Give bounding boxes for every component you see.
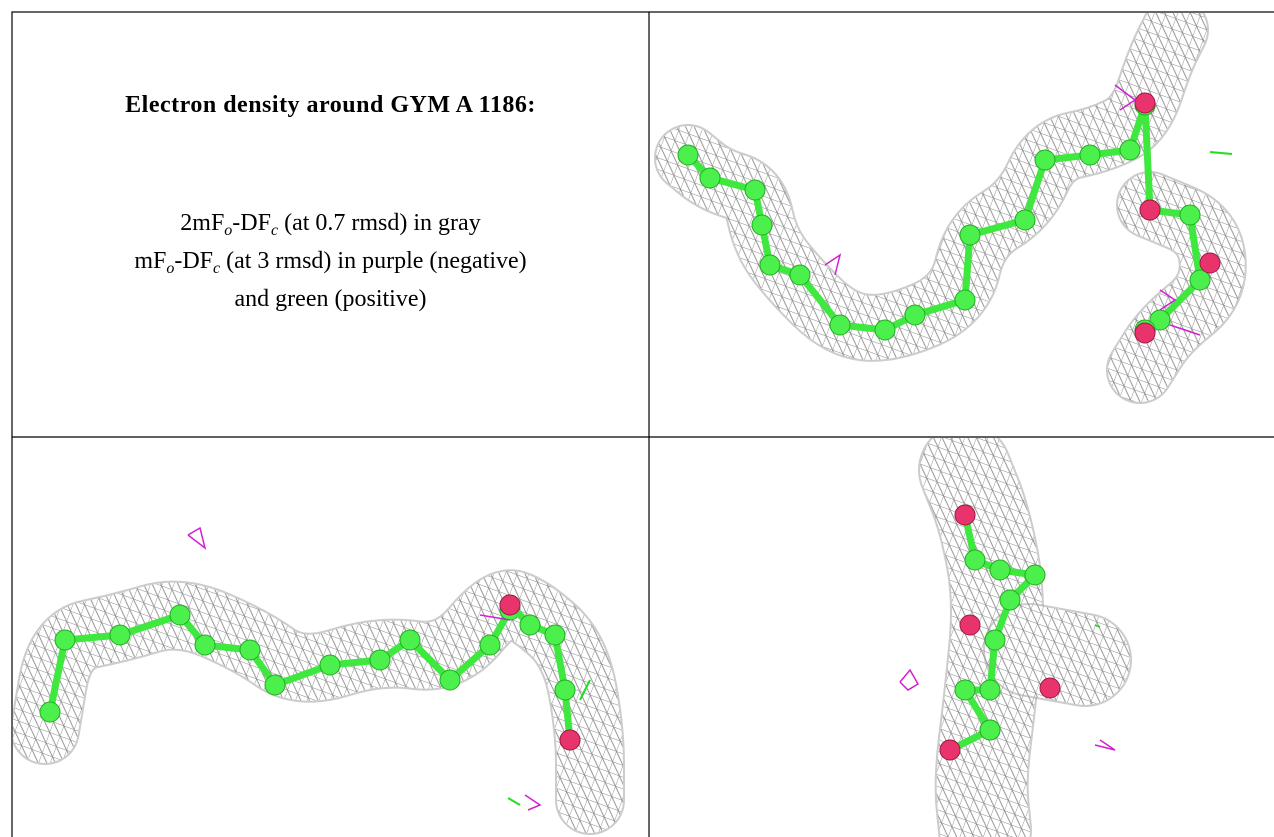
density-panel	[40, 528, 590, 810]
oxygen-atom	[1135, 323, 1155, 343]
carbon-atom	[990, 560, 1010, 580]
negative-density	[525, 795, 540, 810]
carbon-atom	[1000, 590, 1020, 610]
carbon-atom	[1080, 145, 1100, 165]
carbon-atom	[440, 670, 460, 690]
text: (at 3 rmsd) in purple (negative)	[220, 248, 527, 274]
oxygen-atom	[560, 730, 580, 750]
density-mesh	[688, 30, 1175, 328]
text: (at 0.7 rmsd) in gray	[278, 210, 481, 236]
positive-density	[1210, 152, 1232, 154]
carbon-atom	[265, 675, 285, 695]
carbon-atom	[678, 145, 698, 165]
carbon-atom	[980, 720, 1000, 740]
carbon-atom	[520, 615, 540, 635]
negative-density	[900, 670, 918, 690]
text: mF	[134, 248, 166, 274]
negative-density	[188, 528, 205, 548]
carbon-atom	[195, 635, 215, 655]
carbon-atom	[400, 630, 420, 650]
carbon-atom	[40, 702, 60, 722]
carbon-atom	[1025, 565, 1045, 585]
carbon-atom	[700, 168, 720, 188]
carbon-atom	[1180, 205, 1200, 225]
carbon-atom	[955, 290, 975, 310]
carbon-atom	[240, 640, 260, 660]
oxygen-atom	[500, 595, 520, 615]
caption-line: 2mFo-DFc (at 0.7 rmsd) in gray	[12, 204, 649, 242]
carbon-atom	[760, 255, 780, 275]
subscript: c	[271, 222, 278, 239]
carbon-atom	[1015, 210, 1035, 230]
carbon-atom	[170, 605, 190, 625]
carbon-atom	[1120, 140, 1140, 160]
oxygen-atom	[940, 740, 960, 760]
page: Electron density around GYM A 1186: 2mFo…	[0, 0, 1274, 837]
oxygen-atom	[960, 615, 980, 635]
positive-density	[508, 798, 520, 805]
density-panel	[900, 470, 1115, 830]
carbon-atom	[110, 625, 130, 645]
carbon-atom	[545, 625, 565, 645]
title: Electron density around GYM A 1186:	[12, 92, 649, 119]
carbon-atom	[1035, 150, 1055, 170]
carbon-atom	[985, 630, 1005, 650]
carbon-atom	[555, 680, 575, 700]
carbon-atom	[955, 680, 975, 700]
carbon-atom	[960, 225, 980, 245]
carbon-atom	[875, 320, 895, 340]
carbon-atom	[480, 635, 500, 655]
carbon-atom	[965, 550, 985, 570]
text: 2mF	[180, 210, 224, 236]
carbon-atom	[370, 650, 390, 670]
carbon-atom	[790, 265, 810, 285]
figure	[0, 0, 1274, 837]
density-panel	[678, 30, 1232, 370]
carbon-atom	[752, 215, 772, 235]
text: and green (positive)	[235, 286, 427, 312]
text: -DF	[174, 248, 213, 274]
carbon-atom	[745, 180, 765, 200]
oxygen-atom	[1140, 200, 1160, 220]
caption: 2mFo-DFc (at 0.7 rmsd) in gray mFo-DFc (…	[12, 204, 649, 318]
oxygen-atom	[1040, 678, 1060, 698]
carbon-atom	[830, 315, 850, 335]
carbon-atom	[320, 655, 340, 675]
carbon-atom	[55, 630, 75, 650]
oxygen-atom	[1135, 93, 1155, 113]
density-mesh	[1030, 650, 1085, 660]
negative-density	[1095, 740, 1115, 750]
carbon-atom	[905, 305, 925, 325]
caption-line: mFo-DFc (at 3 rmsd) in purple (negative)	[12, 242, 649, 280]
text: -DF	[232, 210, 271, 236]
oxygen-atom	[1200, 253, 1220, 273]
oxygen-atom	[955, 505, 975, 525]
caption-line: and green (positive)	[12, 280, 649, 318]
carbon-atom	[980, 680, 1000, 700]
